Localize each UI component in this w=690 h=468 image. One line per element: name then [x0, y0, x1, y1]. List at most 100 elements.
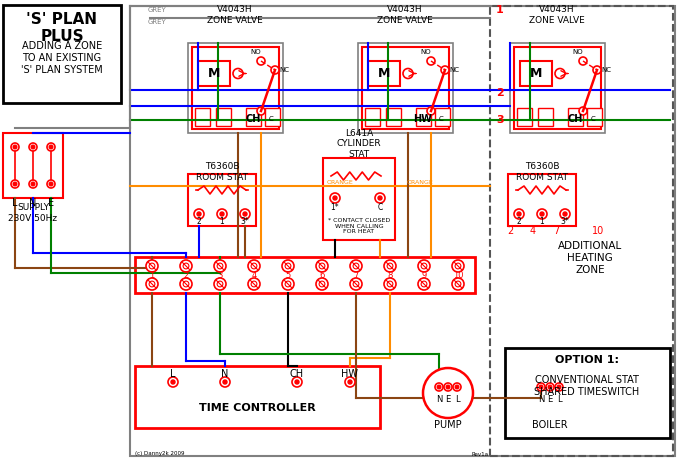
Circle shape [452, 278, 464, 290]
Circle shape [348, 380, 352, 384]
Circle shape [350, 260, 362, 272]
Circle shape [248, 260, 260, 272]
Circle shape [333, 196, 337, 200]
Circle shape [421, 263, 427, 269]
Text: NC: NC [449, 67, 459, 73]
Circle shape [345, 377, 355, 387]
Circle shape [517, 212, 521, 216]
Bar [568, 108, 583, 126]
Bar [216, 108, 231, 126]
Circle shape [220, 377, 230, 387]
Bar [362, 47, 449, 129]
Text: E: E [445, 395, 451, 403]
Circle shape [282, 260, 294, 272]
Circle shape [453, 383, 461, 391]
Circle shape [555, 383, 563, 391]
Bar [416, 108, 431, 126]
Circle shape [540, 212, 544, 216]
Text: T6360B
ROOM STAT: T6360B ROOM STAT [196, 162, 248, 182]
Text: 1: 1 [540, 218, 544, 227]
Circle shape [537, 383, 545, 391]
Text: (c) Danny2k 2009: (c) Danny2k 2009 [135, 452, 184, 456]
Circle shape [384, 278, 396, 290]
Circle shape [455, 281, 461, 287]
Circle shape [418, 278, 430, 290]
Text: 3*: 3* [241, 218, 249, 227]
Circle shape [546, 383, 554, 391]
Text: CH: CH [290, 369, 304, 379]
Text: 5: 5 [286, 271, 290, 279]
Text: 2: 2 [197, 218, 201, 227]
Circle shape [378, 196, 382, 200]
Circle shape [251, 263, 257, 269]
Circle shape [11, 180, 19, 188]
Text: 2: 2 [496, 88, 504, 98]
Circle shape [220, 212, 224, 216]
Circle shape [427, 107, 435, 115]
Circle shape [233, 68, 243, 79]
Circle shape [282, 278, 294, 290]
Bar [517, 108, 532, 126]
Text: V4043H
ZONE VALVE: V4043H ZONE VALVE [377, 5, 433, 25]
Bar [135, 366, 380, 428]
Bar [365, 108, 380, 126]
Text: M: M [208, 67, 220, 80]
Circle shape [353, 263, 359, 269]
Bar [510, 43, 605, 133]
Circle shape [217, 281, 223, 287]
Text: 2: 2 [184, 271, 188, 279]
Circle shape [29, 143, 37, 151]
Bar [198, 61, 230, 86]
Text: L: L [12, 198, 18, 208]
Circle shape [257, 57, 265, 65]
Bar [130, 6, 675, 456]
Bar [246, 108, 261, 126]
Bar [188, 174, 256, 226]
Circle shape [579, 57, 587, 65]
Text: 4: 4 [251, 271, 257, 279]
Text: 'S' PLAN
PLUS: 'S' PLAN PLUS [26, 12, 97, 44]
Text: N: N [221, 369, 228, 379]
Circle shape [421, 281, 427, 287]
Text: 3: 3 [496, 115, 504, 125]
Text: N: N [538, 395, 544, 403]
Circle shape [295, 380, 299, 384]
Circle shape [316, 278, 328, 290]
Text: NC: NC [279, 67, 289, 73]
Circle shape [319, 263, 325, 269]
Bar [386, 108, 401, 126]
Text: * CONTACT CLOSED
WHEN CALLING
FOR HEAT: * CONTACT CLOSED WHEN CALLING FOR HEAT [328, 218, 390, 234]
Text: 8: 8 [387, 271, 393, 279]
Circle shape [197, 212, 201, 216]
Circle shape [47, 180, 55, 188]
Bar [192, 47, 279, 129]
Circle shape [446, 385, 450, 389]
Text: ORANGE: ORANGE [406, 180, 433, 184]
Text: ORANGE: ORANGE [326, 180, 353, 184]
Text: N: N [436, 395, 442, 403]
Circle shape [285, 281, 291, 287]
Circle shape [423, 368, 473, 418]
Circle shape [455, 263, 461, 269]
Bar [188, 43, 283, 133]
Circle shape [243, 212, 247, 216]
Circle shape [514, 209, 524, 219]
Text: C: C [439, 116, 444, 122]
Bar [195, 108, 210, 126]
Bar [505, 348, 670, 438]
Bar [358, 43, 453, 133]
Circle shape [403, 68, 413, 79]
Text: NC: NC [601, 67, 611, 73]
Bar [490, 6, 673, 456]
Text: CH: CH [567, 114, 582, 124]
Circle shape [13, 145, 17, 149]
Circle shape [579, 107, 587, 115]
Text: 1: 1 [496, 5, 504, 15]
Circle shape [537, 209, 547, 219]
Text: M: M [530, 67, 542, 80]
Circle shape [13, 182, 17, 186]
Text: V4043H
ZONE VALVE: V4043H ZONE VALVE [207, 5, 263, 25]
Circle shape [353, 281, 359, 287]
Text: 6: 6 [319, 271, 325, 279]
Bar [265, 108, 280, 126]
